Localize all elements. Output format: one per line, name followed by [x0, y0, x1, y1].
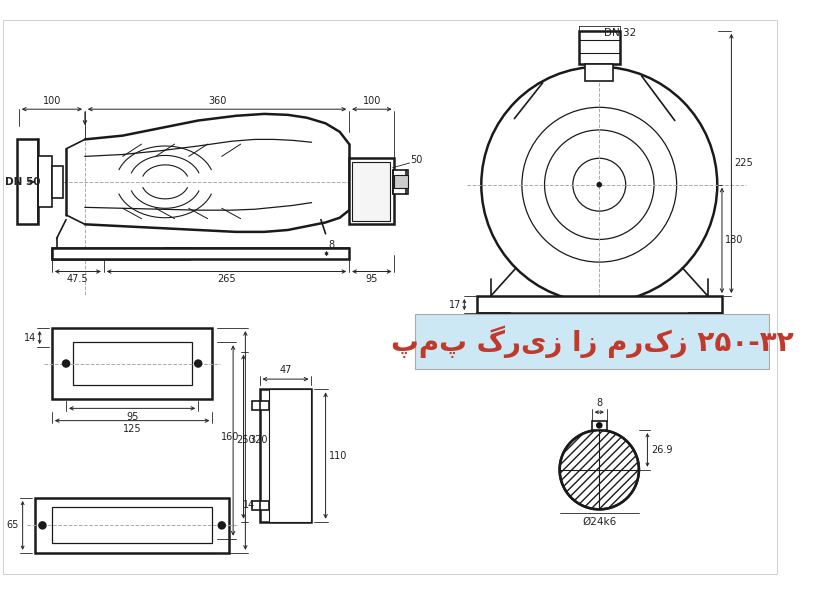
- Bar: [349, 158, 395, 225]
- Text: 17: 17: [449, 299, 462, 309]
- Text: 65: 65: [7, 520, 19, 530]
- Bar: [591, 421, 607, 430]
- Circle shape: [596, 182, 602, 188]
- Bar: [395, 175, 408, 188]
- Text: 50: 50: [411, 155, 423, 165]
- Circle shape: [62, 359, 70, 368]
- Bar: [477, 313, 510, 330]
- Text: 160: 160: [221, 432, 240, 442]
- Circle shape: [38, 521, 47, 530]
- Bar: [73, 342, 192, 385]
- Text: پمپ گریز از مرکز ۲۵۰-۳۲: پمپ گریز از مرکز ۲۵۰-۳۲: [391, 325, 794, 358]
- Bar: [689, 313, 722, 330]
- Bar: [352, 162, 390, 220]
- Bar: [52, 248, 189, 259]
- Text: 14: 14: [243, 500, 254, 510]
- Text: 14: 14: [24, 333, 36, 343]
- Text: 225: 225: [734, 159, 753, 169]
- Bar: [259, 390, 311, 522]
- Bar: [585, 64, 614, 81]
- Text: 125: 125: [123, 424, 141, 434]
- Bar: [252, 501, 269, 510]
- Text: 180: 180: [724, 235, 743, 245]
- Text: 95: 95: [126, 412, 138, 422]
- Bar: [165, 248, 349, 259]
- Circle shape: [560, 430, 639, 509]
- Text: 26.9: 26.9: [651, 445, 672, 455]
- Text: Ø24k6: Ø24k6: [582, 517, 616, 527]
- Text: 8: 8: [329, 240, 335, 250]
- Circle shape: [194, 359, 202, 368]
- FancyBboxPatch shape: [415, 314, 769, 369]
- Text: 360: 360: [208, 96, 226, 106]
- Bar: [392, 170, 408, 194]
- Text: 320: 320: [249, 435, 268, 446]
- Text: 100: 100: [43, 96, 61, 106]
- Bar: [17, 140, 38, 225]
- Bar: [52, 248, 349, 259]
- Text: 100: 100: [363, 96, 381, 106]
- Circle shape: [596, 422, 603, 429]
- Bar: [52, 507, 212, 544]
- Text: 47.5: 47.5: [67, 274, 88, 285]
- Bar: [578, 31, 620, 64]
- Text: 95: 95: [366, 274, 378, 285]
- Text: DN 32: DN 32: [604, 28, 636, 38]
- Bar: [269, 390, 311, 522]
- Bar: [35, 498, 230, 553]
- Text: 8: 8: [596, 399, 602, 408]
- Circle shape: [217, 521, 226, 530]
- Bar: [52, 166, 64, 198]
- Text: 250: 250: [236, 435, 254, 446]
- Bar: [477, 296, 722, 313]
- Text: 110: 110: [330, 451, 348, 460]
- Text: 265: 265: [217, 274, 235, 285]
- Bar: [52, 328, 212, 399]
- Bar: [252, 401, 269, 410]
- Text: 47: 47: [279, 365, 292, 375]
- Text: DN 50: DN 50: [5, 177, 40, 187]
- Bar: [38, 156, 52, 207]
